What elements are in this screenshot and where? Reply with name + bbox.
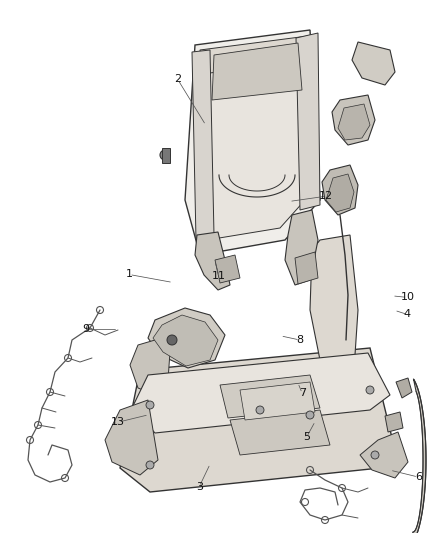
Polygon shape — [212, 43, 302, 100]
Text: 5: 5 — [303, 432, 310, 442]
Circle shape — [160, 150, 170, 160]
Text: 12: 12 — [319, 191, 333, 201]
Polygon shape — [220, 375, 320, 418]
Polygon shape — [130, 340, 170, 395]
Polygon shape — [332, 95, 375, 145]
Polygon shape — [153, 315, 218, 366]
Polygon shape — [162, 148, 170, 163]
Polygon shape — [148, 308, 225, 368]
Text: 13: 13 — [111, 417, 125, 427]
Circle shape — [146, 401, 154, 409]
Text: 9: 9 — [82, 325, 89, 334]
Polygon shape — [310, 235, 358, 360]
Polygon shape — [195, 232, 230, 290]
Polygon shape — [215, 255, 240, 283]
Polygon shape — [285, 210, 318, 285]
Polygon shape — [230, 410, 330, 455]
Circle shape — [167, 335, 177, 345]
Polygon shape — [196, 42, 314, 240]
Polygon shape — [240, 382, 315, 420]
Text: 4: 4 — [404, 310, 411, 319]
Circle shape — [256, 406, 264, 414]
Polygon shape — [185, 30, 320, 255]
Polygon shape — [105, 400, 158, 475]
Polygon shape — [120, 348, 395, 492]
Polygon shape — [295, 252, 318, 284]
Circle shape — [366, 386, 374, 394]
Text: 8: 8 — [297, 335, 304, 345]
Circle shape — [306, 411, 314, 419]
Polygon shape — [408, 379, 426, 533]
Circle shape — [146, 461, 154, 469]
Polygon shape — [338, 104, 370, 140]
Text: 7: 7 — [299, 389, 306, 398]
Polygon shape — [352, 42, 395, 85]
Text: 11: 11 — [212, 271, 226, 281]
Text: 3: 3 — [196, 482, 203, 491]
Text: 1: 1 — [126, 270, 133, 279]
Polygon shape — [192, 50, 214, 240]
Polygon shape — [360, 432, 408, 478]
Text: 6: 6 — [415, 472, 422, 482]
Text: 2: 2 — [174, 74, 181, 84]
Text: 10: 10 — [400, 293, 414, 302]
Polygon shape — [385, 412, 403, 432]
Polygon shape — [326, 174, 354, 212]
Polygon shape — [132, 353, 390, 433]
Circle shape — [371, 451, 379, 459]
Polygon shape — [322, 165, 358, 215]
Polygon shape — [200, 36, 312, 74]
Polygon shape — [296, 33, 320, 210]
Polygon shape — [396, 378, 412, 398]
